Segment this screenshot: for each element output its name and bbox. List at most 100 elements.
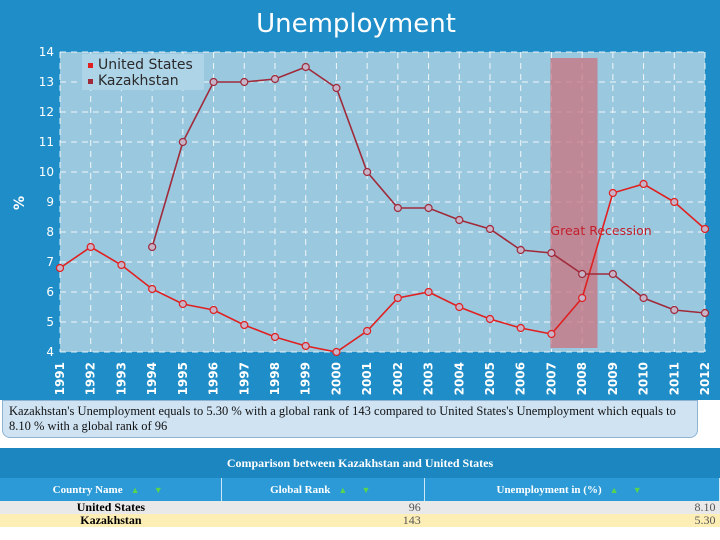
data-point (393, 293, 402, 303)
data-point (700, 224, 710, 234)
comparison-title: Comparison between Kazakhstan and United… (0, 448, 720, 478)
y-tick-label: 8 (46, 225, 54, 239)
data-point (670, 197, 679, 207)
recession-band: Great Recession (550, 58, 652, 348)
x-tick-label: 2006 (514, 362, 528, 395)
sort-arrows-icon[interactable]: ▲ ▼ (609, 484, 648, 495)
country-name-cell: United States (0, 501, 222, 514)
x-tick-label: 2008 (575, 362, 589, 395)
x-tick-label: 1998 (268, 362, 282, 395)
y-axis-label: % (12, 196, 28, 210)
y-tick-label: 9 (46, 195, 54, 209)
data-point (578, 293, 587, 303)
x-tick-label: 1994 (145, 362, 159, 395)
data-point (148, 284, 157, 294)
data-point (424, 287, 433, 297)
data-point (117, 260, 126, 270)
comparison-section: Comparison between Kazakhstan and United… (0, 448, 720, 540)
legend-swatch-united-states (88, 63, 93, 68)
data-point (301, 341, 310, 351)
legend-swatch-kazakhstan (88, 79, 93, 84)
recession-label: Great Recession (550, 223, 651, 238)
data-point (608, 269, 617, 279)
data-point (455, 302, 464, 312)
data-point (639, 293, 648, 303)
x-tick-label: 1997 (237, 362, 251, 395)
data-point (301, 62, 310, 72)
sort-arrows-icon[interactable]: ▲ ▼ (130, 484, 169, 495)
data-point (240, 77, 249, 87)
x-tick-label: 1993 (114, 362, 128, 395)
table-header-row: Country Name ▲ ▼ Global Rank ▲ ▼ Unemploym… (0, 478, 720, 501)
data-point (485, 224, 495, 234)
data-point (670, 305, 679, 315)
data-point (578, 269, 587, 279)
data-point (148, 242, 157, 252)
y-tick-label: 10 (39, 165, 54, 179)
data-point (240, 320, 249, 330)
x-tick-label: 2002 (391, 362, 405, 395)
x-tick-label: 2001 (360, 362, 374, 395)
data-point (485, 314, 495, 324)
chart-title: Unemployment (256, 9, 456, 39)
table-row: Kazakhstan 143 5.30 (0, 514, 720, 527)
recession-band-rect (550, 58, 598, 348)
data-point (547, 329, 556, 339)
x-tick-label: 1991 (53, 362, 67, 395)
x-tick-label: 2010 (637, 362, 651, 395)
series-line-united-states (59, 183, 706, 353)
data-point (55, 263, 65, 273)
y-tick-label: 5 (46, 315, 54, 329)
data-point (178, 137, 187, 147)
unemployment-value-cell: 8.10 (424, 501, 720, 514)
chart-panel: Unemployment Great Recession 4 5 6 7 8 9 10 11 1… (0, 0, 720, 400)
x-tick-label: 1996 (207, 362, 221, 395)
sort-arrows-icon[interactable]: ▲ ▼ (338, 484, 377, 495)
data-point (424, 203, 433, 213)
x-tick-label: 1995 (176, 362, 190, 395)
data-point (547, 248, 556, 258)
data-point (209, 77, 218, 87)
data-point (332, 347, 341, 357)
x-tick-label: 2003 (422, 362, 436, 395)
data-point (363, 167, 372, 177)
column-header-value[interactable]: Unemployment in (%) ▲ ▼ (424, 478, 720, 501)
y-tick-label: 12 (39, 105, 54, 119)
global-rank-cell: 96 (221, 501, 425, 514)
y-tick-label: 6 (46, 285, 54, 299)
x-tick-label: 2004 (452, 362, 466, 395)
y-tick-label: 4 (46, 345, 54, 359)
y-axis-ticks: 4 5 6 7 8 9 10 11 12 13 14 (39, 45, 54, 359)
x-tick-label: 1992 (84, 362, 98, 395)
data-point (270, 332, 280, 342)
data-point (270, 74, 280, 84)
legend: United States Kazakhstan (82, 54, 204, 90)
legend-box (82, 54, 204, 90)
data-point (332, 83, 341, 93)
data-point (86, 242, 95, 252)
y-tick-label: 11 (39, 135, 54, 149)
comparison-table: Country Name ▲ ▼ Global Rank ▲ ▼ Unemploym… (0, 478, 720, 527)
comparison-description: Kazakhstan's Unemployment equals to 5.30… (2, 400, 698, 438)
data-point (516, 245, 525, 255)
legend-label-united-states: United States (98, 57, 193, 73)
data-point (393, 203, 402, 213)
data-point (516, 323, 525, 333)
column-header-country[interactable]: Country Name ▲ ▼ (0, 478, 223, 501)
x-tick-label: 2000 (329, 362, 343, 395)
country-name-cell: Kazakhstan (0, 514, 222, 527)
y-tick-label: 14 (39, 45, 54, 59)
x-tick-label: 2011 (667, 362, 681, 395)
unemployment-value-cell: 5.30 (424, 514, 720, 527)
table-row: United States 96 8.10 (0, 501, 720, 514)
x-tick-label: 2012 (698, 362, 712, 395)
data-point (455, 215, 464, 225)
data-point (209, 305, 218, 315)
x-tick-label: 2005 (483, 362, 497, 395)
x-tick-label: 2009 (606, 362, 620, 395)
y-tick-label: 7 (46, 255, 54, 269)
legend-label-kazakhstan: Kazakhstan (98, 73, 179, 89)
global-rank-cell: 143 (221, 514, 425, 527)
column-header-rank[interactable]: Global Rank ▲ ▼ (221, 478, 426, 501)
x-tick-label: 1999 (299, 362, 313, 395)
